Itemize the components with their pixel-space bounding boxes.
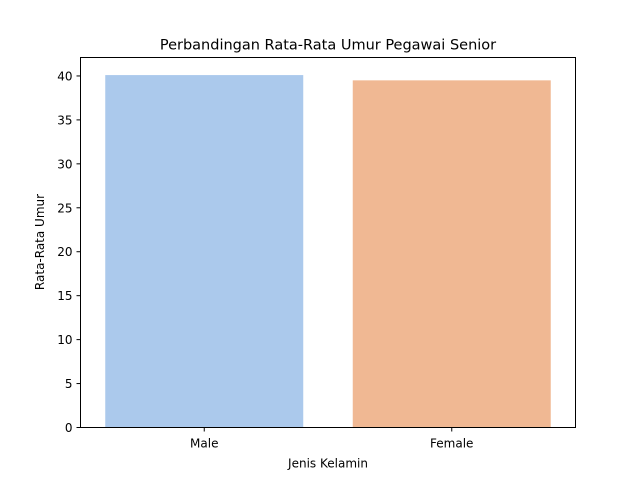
y-tick-label-25: 25 xyxy=(57,201,72,215)
x-tick-label-male: Male xyxy=(190,437,218,451)
y-axis-title: Rata-Rata Umur xyxy=(33,194,47,290)
y-tick-label-10: 10 xyxy=(57,333,72,347)
bar-female xyxy=(352,80,551,428)
ticks-layer: Male Female 0 5 10 15 20 25 30 35 40 xyxy=(57,69,473,450)
y-tick-label-30: 30 xyxy=(57,157,72,171)
bar-male xyxy=(105,75,304,428)
plot-frame xyxy=(80,57,576,428)
y-tick-label-5: 5 xyxy=(65,377,73,391)
bars-layer xyxy=(105,75,551,428)
y-tick-label-20: 20 xyxy=(57,245,72,259)
y-tick-label-0: 0 xyxy=(65,421,73,435)
x-axis-title: Jenis Kelamin xyxy=(287,457,368,471)
chart-title: Perbandingan Rata-Rata Umur Pegawai Seni… xyxy=(160,38,496,54)
y-tick-label-15: 15 xyxy=(57,289,72,303)
x-tick-label-female: Female xyxy=(430,437,473,451)
y-tick-label-35: 35 xyxy=(57,113,72,127)
y-tick-label-40: 40 xyxy=(57,69,72,83)
